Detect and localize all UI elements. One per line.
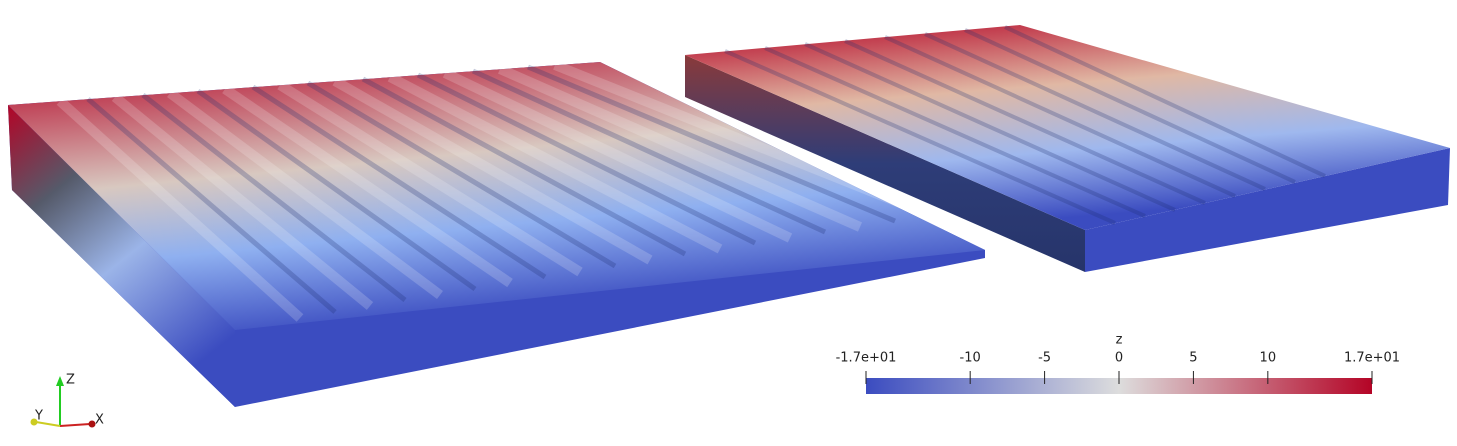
left-surface (8, 60, 985, 407)
colorbar-tick-label: 10 (1260, 351, 1277, 366)
colorbar-tick-label: -1.7e+01 (836, 351, 897, 366)
right-surface (685, 25, 1450, 272)
colorbar-tick-label: 5 (1189, 351, 1197, 366)
triad-label: X (95, 413, 104, 428)
triad-label: Y (34, 409, 43, 424)
colorbar-tick-label: -10 (960, 351, 981, 366)
triad-label: Z (66, 373, 75, 388)
colorbar-title: z (1116, 333, 1123, 348)
colorbar-tick-label: -5 (1038, 351, 1051, 366)
colorbar-tick-label: 0 (1115, 351, 1123, 366)
colorbar-tick-label: 1.7e+01 (1344, 351, 1400, 366)
axes-triad: Z Y X (30, 373, 104, 428)
colorbar (866, 378, 1372, 394)
